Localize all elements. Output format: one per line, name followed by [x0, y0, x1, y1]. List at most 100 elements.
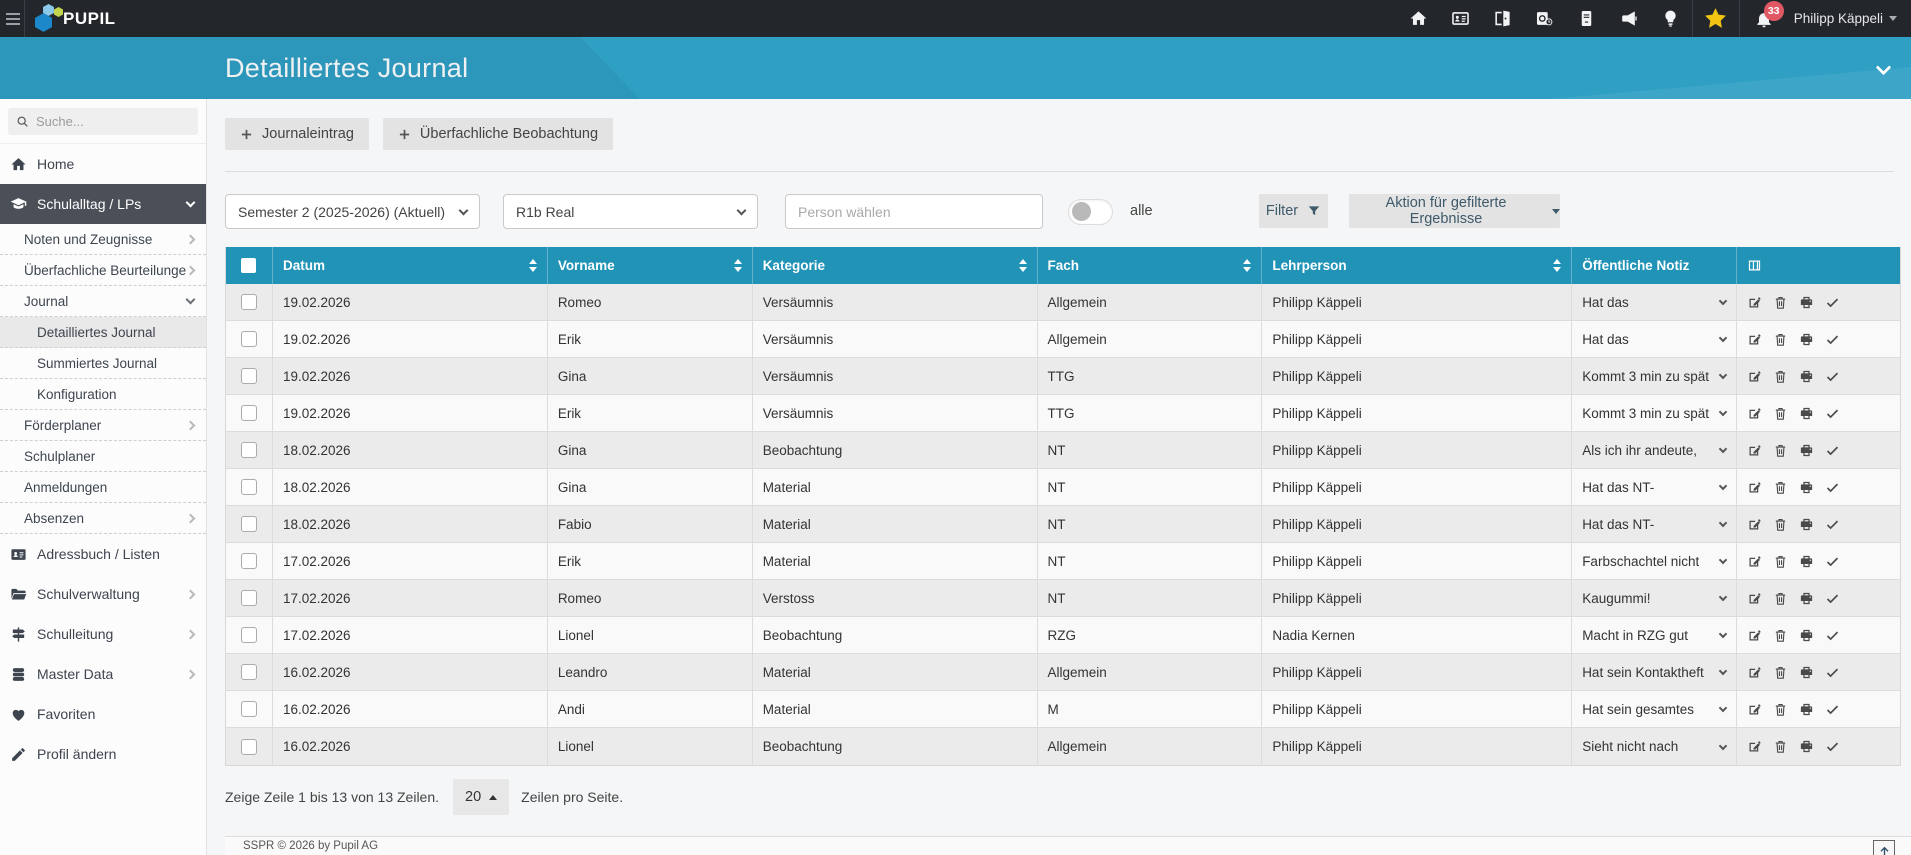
sidebar-item-noten-und-zeugnisse[interactable]: Noten und Zeugnisse	[0, 224, 206, 255]
scroll-to-top-button[interactable]	[1873, 840, 1895, 855]
sort-icon[interactable]	[1243, 259, 1251, 272]
print-button[interactable]	[1799, 702, 1814, 717]
print-button[interactable]	[1799, 517, 1814, 532]
sidebar-item-berfachliche-beurteilungen[interactable]: Überfachliche Beurteilungen	[0, 255, 206, 286]
note-dropdown[interactable]: Kommt 3 min zu spät	[1572, 358, 1737, 394]
print-button[interactable]	[1799, 369, 1814, 384]
row-checkbox[interactable]	[241, 405, 257, 421]
delete-button[interactable]	[1773, 369, 1788, 384]
pupil-logo[interactable]: PUPIL	[35, 4, 116, 34]
edit-button[interactable]	[1747, 628, 1762, 643]
delete-button[interactable]	[1773, 665, 1788, 680]
semester-select[interactable]: Semester 2 (2025-2026) (Aktuell)	[225, 194, 480, 229]
row-checkbox[interactable]	[241, 627, 257, 643]
note-dropdown[interactable]: Hat das NT-	[1572, 469, 1737, 505]
sort-icon[interactable]	[1019, 259, 1027, 272]
sidebar-item-absenzen[interactable]: Absenzen	[0, 503, 206, 534]
edit-button[interactable]	[1747, 480, 1762, 495]
delete-button[interactable]	[1773, 480, 1788, 495]
search-input[interactable]	[36, 114, 190, 129]
note-dropdown[interactable]: Macht in RZG gut	[1572, 617, 1737, 653]
edit-button[interactable]	[1747, 443, 1762, 458]
sidebar-item-adressbuch-listen[interactable]: Adressbuch / Listen	[0, 534, 206, 574]
row-checkbox[interactable]	[241, 553, 257, 569]
user-menu[interactable]: Philipp Käppeli	[1788, 0, 1911, 37]
notifications-bell-icon[interactable]: 33	[1740, 0, 1788, 37]
print-button[interactable]	[1799, 332, 1814, 347]
outlook-calendar-icon[interactable]	[1524, 0, 1566, 37]
megaphone-icon[interactable]	[1608, 0, 1650, 37]
delete-button[interactable]	[1773, 554, 1788, 569]
confirm-button[interactable]	[1825, 332, 1840, 347]
confirm-button[interactable]	[1825, 591, 1840, 606]
edit-button[interactable]	[1747, 702, 1762, 717]
confirm-button[interactable]	[1825, 406, 1840, 421]
edit-button[interactable]	[1747, 739, 1762, 754]
column-header-fach[interactable]: Fach	[1038, 247, 1263, 284]
edit-button[interactable]	[1747, 295, 1762, 310]
note-dropdown[interactable]: Kaugummi!	[1572, 580, 1737, 616]
sidebar-item-profil-ndern[interactable]: Profil ändern	[0, 734, 206, 774]
note-dropdown[interactable]: Sieht nicht nach	[1572, 728, 1737, 765]
print-button[interactable]	[1799, 739, 1814, 754]
edit-button[interactable]	[1747, 517, 1762, 532]
add-observation-button[interactable]: Überfachliche Beobachtung	[383, 118, 613, 150]
sort-icon[interactable]	[734, 259, 742, 272]
print-button[interactable]	[1799, 480, 1814, 495]
delete-button[interactable]	[1773, 406, 1788, 421]
page-size-select[interactable]: 20	[453, 779, 509, 815]
class-select[interactable]: R1b Real	[503, 194, 758, 229]
edit-button[interactable]	[1747, 332, 1762, 347]
delete-button[interactable]	[1773, 295, 1788, 310]
sidebar-item-schulverwaltung[interactable]: Schulverwaltung	[0, 574, 206, 614]
sidebar-item-master-data[interactable]: Master Data	[0, 654, 206, 694]
filtered-action-button[interactable]: Aktion für gefilterte Ergebnisse	[1349, 194, 1560, 228]
column-header-kategorie[interactable]: Kategorie	[753, 247, 1038, 284]
note-dropdown[interactable]: Als ich ihr andeute,	[1572, 432, 1737, 468]
column-header-lehrperson[interactable]: Lehrperson	[1262, 247, 1572, 284]
edit-button[interactable]	[1747, 406, 1762, 421]
row-checkbox[interactable]	[241, 664, 257, 680]
row-checkbox[interactable]	[241, 442, 257, 458]
row-checkbox[interactable]	[241, 479, 257, 495]
print-button[interactable]	[1799, 406, 1814, 421]
print-button[interactable]	[1799, 665, 1814, 680]
confirm-button[interactable]	[1825, 739, 1840, 754]
sort-icon[interactable]	[1553, 259, 1561, 272]
note-dropdown[interactable]: Hat das NT-	[1572, 506, 1737, 542]
all-toggle[interactable]	[1068, 199, 1113, 225]
confirm-button[interactable]	[1825, 480, 1840, 495]
sidebar-item-schulleitung[interactable]: Schulleitung	[0, 614, 206, 654]
sidebar-item-detailliertes-journal[interactable]: Detailliertes Journal	[0, 317, 206, 348]
confirm-button[interactable]	[1825, 369, 1840, 384]
note-dropdown[interactable]: Hat sein Kontaktheft	[1572, 654, 1737, 690]
confirm-button[interactable]	[1825, 443, 1840, 458]
collapse-header-chevron-icon[interactable]	[1878, 60, 1889, 78]
print-button[interactable]	[1799, 628, 1814, 643]
column-header-datum[interactable]: Datum	[273, 247, 548, 284]
favorites-star-icon[interactable]	[1692, 0, 1740, 37]
delete-button[interactable]	[1773, 628, 1788, 643]
row-checkbox[interactable]	[241, 701, 257, 717]
row-checkbox[interactable]	[241, 368, 257, 384]
menu-icon[interactable]	[0, 0, 25, 37]
confirm-button[interactable]	[1825, 628, 1840, 643]
delete-button[interactable]	[1773, 702, 1788, 717]
note-dropdown[interactable]: Hat das	[1572, 321, 1737, 357]
print-button[interactable]	[1799, 295, 1814, 310]
person-select-input[interactable]	[785, 194, 1043, 229]
note-dropdown[interactable]: Hat sein gesamtes	[1572, 691, 1737, 727]
row-checkbox[interactable]	[241, 516, 257, 532]
sidebar-item-home[interactable]: Home	[0, 144, 206, 184]
row-checkbox[interactable]	[241, 739, 257, 755]
sidebar-item-schulplaner[interactable]: Schulplaner	[0, 441, 206, 472]
select-all-checkbox[interactable]	[241, 258, 256, 273]
document-list-icon[interactable]	[1566, 0, 1608, 37]
row-checkbox[interactable]	[241, 331, 257, 347]
confirm-button[interactable]	[1825, 554, 1840, 569]
sidebar-item-anmeldungen[interactable]: Anmeldungen	[0, 472, 206, 503]
lightbulb-icon[interactable]	[1650, 0, 1692, 37]
sort-icon[interactable]	[529, 259, 537, 272]
edit-button[interactable]	[1747, 554, 1762, 569]
print-button[interactable]	[1799, 591, 1814, 606]
